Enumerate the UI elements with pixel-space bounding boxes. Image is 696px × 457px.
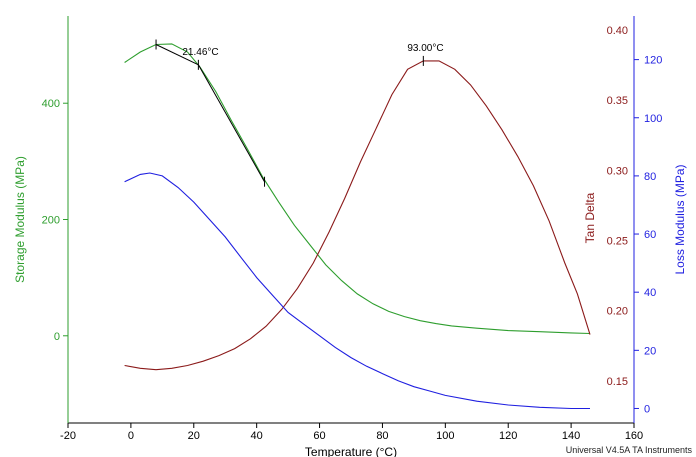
x-tick-label: 80 bbox=[376, 430, 388, 442]
tan-delta-tick-label: 0.20 bbox=[607, 306, 628, 318]
loss-tick-label: 20 bbox=[644, 345, 656, 357]
loss-series-line bbox=[124, 172, 590, 410]
x-tick-label: -20 bbox=[60, 430, 76, 442]
loss-tick-label: 40 bbox=[644, 287, 656, 299]
annotation-layer: 21.46°C 93.00°C bbox=[155, 39, 444, 187]
onset-tangent-line bbox=[197, 64, 265, 182]
x-tick-label: 20 bbox=[188, 430, 200, 442]
tan-delta-tick-label: 0.30 bbox=[607, 165, 628, 177]
instrument-footer: Universal V4.5A TA Instruments bbox=[565, 445, 692, 455]
x-tick-label: 100 bbox=[436, 430, 454, 442]
tan-delta-tick-label: 0.15 bbox=[607, 376, 628, 388]
x-tick-label: 0 bbox=[128, 430, 134, 442]
x-tick-label: 60 bbox=[313, 430, 325, 442]
x-tick-label: 160 bbox=[625, 430, 643, 442]
storage-tick-label: 200 bbox=[42, 215, 60, 227]
storage-tick-label: 0 bbox=[54, 331, 60, 343]
loss-tick-label: 0 bbox=[644, 403, 650, 415]
loss-tick-label: 120 bbox=[644, 55, 662, 67]
storage-series-line bbox=[124, 43, 591, 335]
x-axis-title: Temperature (°C) bbox=[305, 445, 397, 457]
loss-axis-title: Loss Modulus (MPa) bbox=[673, 164, 687, 274]
series-layer bbox=[124, 43, 591, 410]
tan-delta-tick-label: 0.35 bbox=[607, 95, 628, 107]
x-tick-label: 140 bbox=[562, 430, 580, 442]
tan-delta-tick-label: 0.40 bbox=[607, 25, 628, 37]
storage-tick-label: 400 bbox=[42, 98, 60, 110]
loss-tick-label: 60 bbox=[644, 229, 656, 241]
loss-tick-label: 100 bbox=[644, 113, 662, 125]
tan_delta-series-line bbox=[124, 60, 591, 371]
axes-layer: -20 0 20 40 60 80 100 120 140 160 Temperature (°C)… bbox=[13, 16, 687, 457]
tan-delta-tick-label: 0.25 bbox=[607, 236, 628, 248]
x-tick-label: 40 bbox=[251, 430, 263, 442]
storage-axis-title: Storage Modulus (MPa) bbox=[13, 156, 27, 283]
temperature-annotation: 93.00°C bbox=[407, 43, 443, 54]
x-tick-label: 120 bbox=[499, 430, 517, 442]
tan-delta-axis-title: Tan Delta bbox=[583, 192, 597, 243]
onset-tangent-line bbox=[155, 44, 199, 66]
temperature-annotation: 21.46°C bbox=[182, 47, 218, 58]
loss-tick-label: 80 bbox=[644, 171, 656, 183]
